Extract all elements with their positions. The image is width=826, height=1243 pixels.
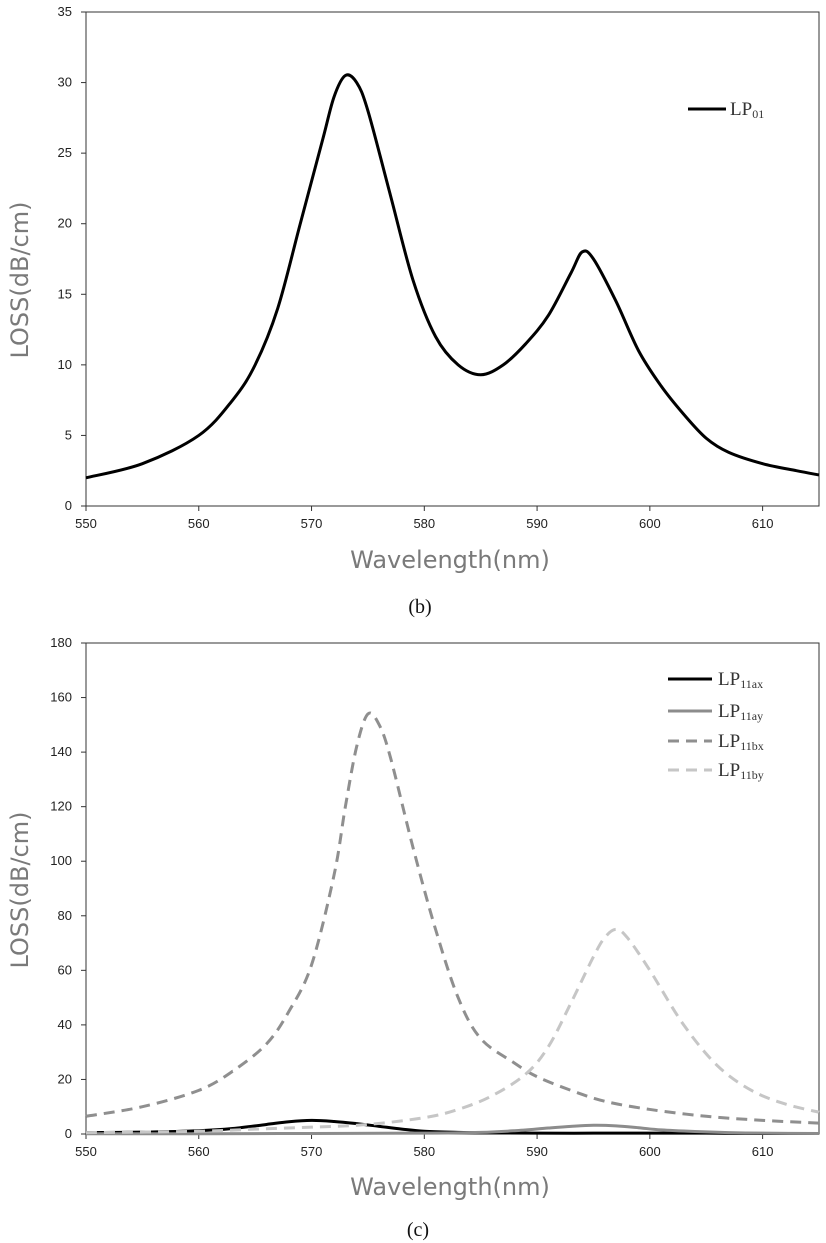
chart-b: 550 560 570 580 590 600 610 0 5 10 15 20 25 30 35 LOSS…: [6, 4, 819, 618]
chart-b-legend-label-lp01: LP01: [730, 99, 764, 121]
chart-c-x-tick-600: 600: [639, 1144, 661, 1159]
chart-c-y-tick-40: 40: [58, 1017, 72, 1032]
chart-c-y-tick-160: 160: [50, 690, 72, 705]
chart-c-y-tick-100: 100: [50, 853, 72, 868]
chart-b-caption: (b): [408, 596, 431, 618]
chart-b-ticks: 550 560 570 580 590 600 610 0 5 10 15 20 25 30 35: [58, 4, 774, 531]
chart-c-legend-label-lp11bx: LP11bx: [718, 731, 764, 753]
chart-c-plot-frame: [86, 643, 819, 1134]
chart-b-y-axis-label: LOSS(dB/cm): [6, 202, 34, 359]
chart-b-legend: LP01: [688, 99, 764, 121]
chart-c-y-tick-180: 180: [50, 635, 72, 650]
chart-c-ticks: 550 560 570 580 590 600 610 0 20 40 60 80 100 120 140 1…: [50, 635, 773, 1159]
chart-b-x-tick-590: 590: [526, 516, 548, 531]
chart-c-y-axis-label: LOSS(dB/cm): [6, 812, 34, 969]
figure: 55056057058059060061005101520253035 LOSS…: [0, 0, 826, 1243]
chart-c-legend-label-lp11by: LP11by: [718, 760, 764, 782]
chart-b-x-tick-610: 610: [752, 516, 774, 531]
chart-c-legend-label-lp11ax: LP11ax: [718, 669, 763, 691]
chart-c-y-tick-20: 20: [58, 1071, 72, 1086]
chart-b-y-tick-0: 0: [65, 498, 72, 513]
chart-b-x-tick-570: 570: [301, 516, 323, 531]
chart-c: 550 560 570 580 590 600 610 0 20 40 60 80 100 120 140 1…: [6, 635, 819, 1241]
chart-c-x-tick-570: 570: [301, 1144, 323, 1159]
chart-c-x-axis-label: Wavelength(nm): [350, 1173, 550, 1201]
chart-c-caption: (c): [407, 1219, 429, 1241]
chart-c-legend-label-lp11ay: LP11ay: [718, 701, 763, 723]
chart-b-series: [86, 75, 819, 478]
chart-b-series-line-lp01: [86, 75, 819, 478]
chart-c-series: [86, 713, 819, 1134]
chart-c-y-tick-60: 60: [58, 962, 72, 977]
chart-c-series-line-lp11by: [86, 929, 819, 1132]
chart-b-x-tick-550: 550: [75, 516, 97, 531]
chart-c-series-line-lp11bx: [86, 713, 819, 1123]
chart-b-y-tick-35: 35: [58, 4, 72, 19]
chart-b-x-tick-580: 580: [413, 516, 435, 531]
chart-b-y-tick-30: 30: [58, 75, 72, 90]
chart-c-y-tick-0: 0: [65, 1126, 72, 1141]
chart-c-x-tick-610: 610: [752, 1144, 774, 1159]
chart-c-x-tick-580: 580: [413, 1144, 435, 1159]
chart-b-x-tick-560: 560: [188, 516, 210, 531]
chart-b-y-tick-10: 10: [58, 357, 72, 372]
chart-b-y-tick-5: 5: [65, 427, 72, 442]
chart-b-plot-frame: [86, 12, 819, 506]
chart-b-y-tick-20: 20: [58, 216, 72, 231]
chart-c-y-tick-120: 120: [50, 799, 72, 814]
chart-b-x-tick-600: 600: [639, 516, 661, 531]
chart-c-legend: LP11ax LP11ay LP11bx LP11by: [668, 669, 764, 782]
chart-c-x-tick-590: 590: [526, 1144, 548, 1159]
chart-c-y-tick-140: 140: [50, 744, 72, 759]
chart-b-x-axis-label: Wavelength(nm): [350, 546, 550, 574]
chart-c-x-tick-560: 560: [188, 1144, 210, 1159]
chart-c-x-tick-550: 550: [75, 1144, 97, 1159]
chart-b-y-tick-15: 15: [58, 286, 72, 301]
chart-c-y-tick-80: 80: [58, 908, 72, 923]
chart-b-y-tick-25: 25: [58, 145, 72, 160]
